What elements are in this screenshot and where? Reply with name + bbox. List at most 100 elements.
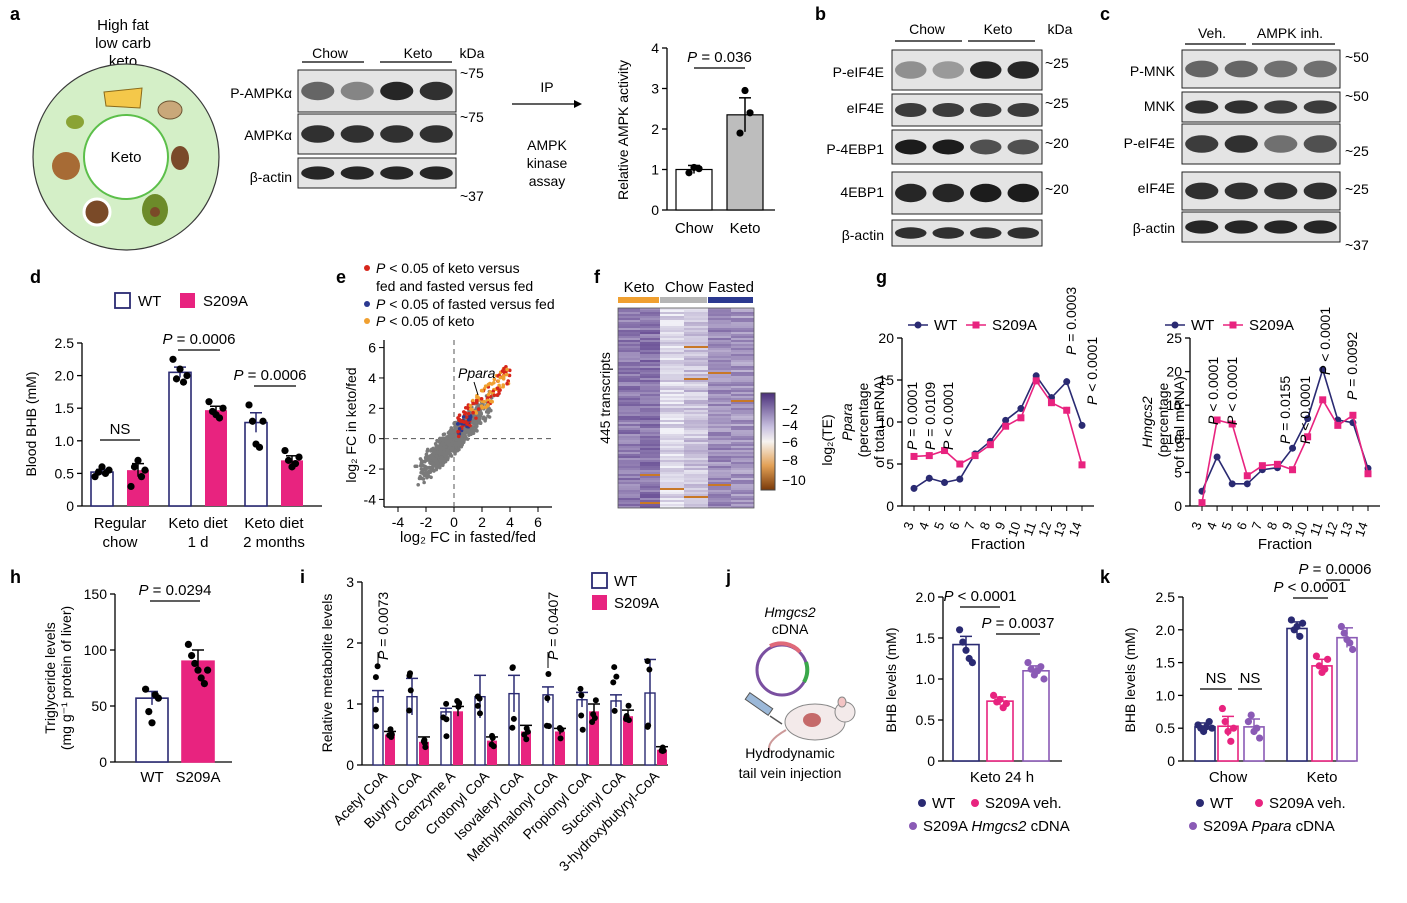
heat-cell	[660, 396, 684, 398]
p-value: < 0.0001	[1224, 357, 1240, 416]
point-ns	[484, 410, 489, 414]
y-tick-label: 2.5	[55, 335, 75, 351]
y-tick-label: 0	[99, 754, 107, 770]
blot-c-row4: eIF4E	[1138, 180, 1175, 196]
y-tick-label: 2.0	[916, 589, 936, 605]
blot-band	[970, 61, 1002, 79]
blot-c-group-veh: Veh.	[1198, 25, 1226, 41]
data-point	[1304, 415, 1312, 423]
x-tick-label: 5	[1218, 520, 1235, 532]
heat-cell	[618, 398, 640, 400]
legend-s209a-label: S209A	[1249, 317, 1294, 334]
point-sig	[480, 406, 485, 410]
blot-c-row5: β-actin	[1133, 220, 1175, 236]
heat-cell	[731, 438, 754, 440]
heat-cell	[731, 432, 754, 434]
heat-cell	[731, 334, 754, 336]
data-point	[422, 744, 429, 751]
heat-cell	[660, 310, 684, 312]
legend-veh-dot	[971, 799, 979, 807]
point-ns	[414, 464, 419, 469]
p-value-label: P = 0.0155	[1277, 376, 1293, 444]
heat-cell	[731, 462, 754, 464]
data-point	[695, 165, 703, 173]
heat-cell	[708, 432, 731, 434]
heat-cell	[640, 456, 660, 458]
blot-band	[419, 125, 453, 143]
legend-wt-label: WT	[138, 293, 161, 310]
point-ns	[434, 465, 439, 469]
heat-cell	[640, 502, 660, 504]
data-point	[1218, 704, 1226, 713]
x-axis-label: Fraction	[971, 536, 1025, 553]
point-ns	[475, 429, 479, 433]
point-ns	[467, 433, 471, 437]
heat-cell	[684, 314, 708, 316]
heat-cell	[640, 396, 660, 398]
p-value: < 0.0001	[1084, 337, 1100, 396]
heat-cell	[684, 456, 708, 458]
heat-cell	[640, 484, 660, 486]
y-tick-label: 2.0	[55, 368, 75, 384]
heat-cell	[640, 316, 660, 318]
olive-icon	[66, 115, 84, 129]
blot-band	[1264, 182, 1298, 200]
heat-cell	[684, 502, 708, 504]
heat-cell	[640, 446, 660, 448]
blot-band	[1185, 182, 1219, 200]
heat-cell	[660, 422, 684, 424]
y-tick-label: 0	[886, 498, 894, 514]
blot-band	[340, 166, 374, 180]
plasmid-icon	[755, 643, 809, 697]
heat-cell	[708, 402, 731, 404]
heat-cell	[640, 310, 660, 312]
heat-cell	[684, 328, 708, 330]
heat-cell	[731, 468, 754, 470]
p-value-label: P < 0.0001	[1205, 357, 1221, 425]
y-axis-label: BHB levels (mM)	[1122, 627, 1138, 732]
data-point	[1319, 366, 1327, 374]
chart-d-blood-bhb: 0 0.5 1.0 1.5 2.0 2.5 Blood BHB (mM) WT S209A Reg…	[23, 292, 322, 551]
heat-cell	[618, 418, 640, 420]
heat-cell	[618, 420, 640, 422]
heat-cell	[660, 496, 684, 498]
diet-center-label: Keto	[111, 149, 142, 166]
heat-cell	[618, 364, 640, 366]
heat-cell	[708, 334, 731, 336]
data-point	[910, 484, 918, 492]
point-ns	[453, 448, 457, 453]
data-point	[986, 441, 994, 449]
heat-cell	[708, 452, 731, 454]
p-value: = 0.0037	[992, 615, 1055, 632]
heat-cell	[684, 360, 708, 362]
heat-cell	[731, 502, 754, 504]
heat-cell	[731, 336, 754, 338]
blot-band	[932, 227, 964, 239]
blot-band	[1185, 220, 1219, 234]
heat-cell	[708, 434, 731, 436]
p-symbol: P	[1277, 434, 1293, 444]
y-tick-label: 0	[368, 431, 376, 447]
data-point	[741, 86, 749, 95]
p-value: = 0.036	[697, 49, 752, 66]
heat-cell	[640, 332, 660, 334]
heat-cell	[731, 418, 754, 420]
point-sig	[496, 379, 501, 383]
p-symbol: P	[922, 440, 938, 450]
legend-s209a-swatch	[180, 293, 195, 308]
heat-cell	[731, 456, 754, 458]
group-bar	[708, 297, 753, 303]
heat-cell	[640, 386, 660, 388]
point-sig	[471, 410, 475, 415]
heat-cell	[640, 458, 660, 460]
point-sig	[486, 392, 491, 397]
y-tick-label: 0	[1174, 498, 1182, 514]
heat-cell	[684, 454, 708, 456]
heat-cell	[731, 424, 754, 426]
heat-cell	[731, 408, 754, 410]
legend-veh-dot	[1255, 799, 1263, 807]
heat-cell	[684, 346, 708, 348]
ppara-label: Ppara	[458, 365, 496, 381]
blot-c-lanes	[1181, 49, 1341, 243]
heat-cell	[660, 440, 684, 442]
